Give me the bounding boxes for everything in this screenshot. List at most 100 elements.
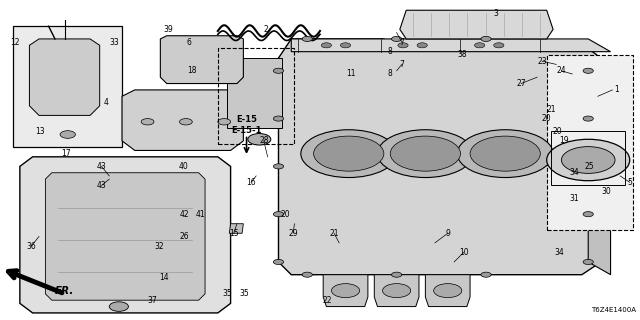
Text: 43: 43: [97, 162, 106, 171]
Text: 5: 5: [627, 178, 632, 187]
Polygon shape: [588, 58, 611, 275]
Text: 40: 40: [179, 162, 189, 171]
Circle shape: [458, 130, 553, 178]
Text: 38: 38: [457, 50, 467, 59]
Circle shape: [179, 119, 192, 125]
Circle shape: [321, 43, 332, 48]
Text: 17: 17: [61, 149, 70, 158]
Circle shape: [493, 43, 504, 48]
Text: 25: 25: [585, 162, 595, 171]
Polygon shape: [229, 224, 243, 233]
Circle shape: [332, 284, 360, 298]
Polygon shape: [227, 58, 282, 128]
Polygon shape: [29, 39, 100, 116]
Text: 12: 12: [10, 38, 19, 47]
Polygon shape: [45, 173, 205, 300]
Circle shape: [218, 119, 230, 125]
Circle shape: [273, 116, 284, 121]
Text: 22: 22: [323, 296, 332, 305]
Text: 20: 20: [280, 210, 290, 219]
Polygon shape: [278, 39, 601, 275]
Polygon shape: [122, 90, 243, 150]
Text: 31: 31: [570, 194, 579, 203]
Text: 1: 1: [614, 85, 620, 94]
Text: 18: 18: [188, 66, 197, 75]
Circle shape: [583, 212, 593, 217]
Text: 14: 14: [159, 273, 168, 282]
Text: 20: 20: [553, 127, 563, 136]
Circle shape: [141, 119, 154, 125]
Text: 26: 26: [179, 232, 189, 241]
Circle shape: [547, 139, 630, 181]
Circle shape: [417, 43, 428, 48]
Circle shape: [109, 302, 129, 311]
Circle shape: [481, 36, 491, 42]
Circle shape: [273, 212, 284, 217]
Text: 15: 15: [229, 229, 239, 238]
Text: 34: 34: [570, 168, 579, 177]
Text: 6: 6: [187, 38, 191, 47]
Text: 19: 19: [559, 136, 569, 145]
Text: 37: 37: [148, 296, 157, 305]
Text: 36: 36: [26, 242, 36, 251]
Text: 29: 29: [289, 229, 298, 238]
Text: 7: 7: [399, 60, 404, 69]
Polygon shape: [374, 275, 419, 307]
Text: 33: 33: [109, 38, 119, 47]
Bar: [13, 26, 122, 147]
Text: E-15
E-15-1: E-15 E-15-1: [231, 115, 262, 135]
Circle shape: [470, 136, 540, 171]
Polygon shape: [323, 275, 368, 307]
Polygon shape: [426, 275, 470, 307]
Polygon shape: [161, 36, 243, 84]
Circle shape: [60, 131, 76, 138]
Polygon shape: [400, 10, 553, 39]
Circle shape: [301, 130, 397, 178]
Circle shape: [340, 43, 351, 48]
Text: 34: 34: [555, 248, 564, 257]
Text: 10: 10: [459, 248, 468, 257]
Bar: [547, 55, 633, 230]
Text: 41: 41: [195, 210, 205, 219]
Text: 21: 21: [547, 105, 556, 114]
Circle shape: [314, 136, 384, 171]
Bar: [218, 49, 294, 144]
Text: 30: 30: [601, 188, 611, 196]
Polygon shape: [291, 39, 611, 52]
Text: 24: 24: [557, 66, 566, 75]
Text: 28: 28: [259, 136, 269, 145]
Circle shape: [481, 272, 491, 277]
Circle shape: [392, 272, 402, 277]
Text: 4: 4: [104, 98, 109, 107]
Text: 32: 32: [154, 242, 164, 251]
Text: 35: 35: [240, 289, 250, 298]
Circle shape: [398, 43, 408, 48]
Circle shape: [583, 68, 593, 73]
Circle shape: [378, 130, 473, 178]
Text: 8: 8: [388, 69, 392, 78]
Circle shape: [434, 284, 462, 298]
Text: 9: 9: [445, 229, 450, 238]
Text: 8: 8: [388, 47, 392, 56]
FancyArrowPatch shape: [244, 137, 249, 152]
Text: 16: 16: [246, 178, 256, 187]
Circle shape: [273, 260, 284, 265]
Text: 11: 11: [346, 69, 355, 78]
Circle shape: [392, 36, 402, 42]
Text: 42: 42: [180, 210, 189, 219]
Text: 13: 13: [35, 127, 45, 136]
Text: T6Z4E1400A: T6Z4E1400A: [591, 307, 636, 313]
Circle shape: [474, 43, 484, 48]
Circle shape: [383, 284, 411, 298]
Text: 43: 43: [97, 181, 106, 190]
Text: 20: 20: [542, 114, 552, 123]
Text: 3: 3: [493, 9, 498, 18]
Circle shape: [273, 68, 284, 73]
Text: 2: 2: [263, 25, 268, 34]
Text: 39: 39: [163, 25, 173, 34]
Circle shape: [561, 147, 615, 173]
Polygon shape: [20, 157, 230, 313]
Text: 23: 23: [538, 57, 547, 66]
Text: 27: 27: [516, 79, 526, 88]
Text: FR.: FR.: [55, 286, 74, 296]
